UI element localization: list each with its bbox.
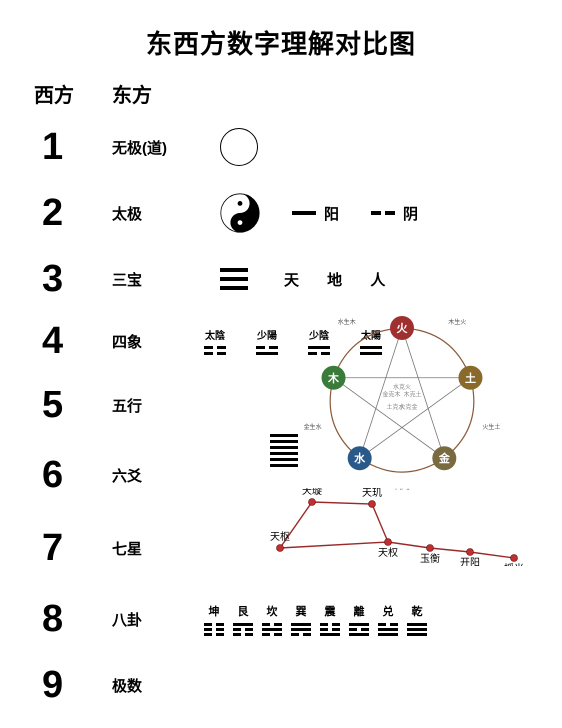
svg-text:天枢: 天枢 — [270, 530, 290, 543]
svg-text:水: 水 — [354, 451, 366, 465]
liuyao-hexagram-icon — [270, 434, 298, 467]
west-num-6: 6 — [34, 454, 112, 497]
west-num-1: 1 — [34, 126, 112, 169]
bagua-item: 乾 — [407, 603, 427, 636]
yin-line-icon — [371, 211, 395, 215]
row-9: 9 极数 — [34, 654, 542, 716]
sixiang-item: 少陽 — [256, 327, 278, 355]
bagua-item: 震 — [320, 603, 340, 636]
svg-text:金克木: 金克木 — [382, 391, 400, 399]
east-label-7: 七星 — [112, 538, 200, 559]
east-label-3: 三宝 — [112, 269, 200, 290]
svg-text:火生土: 火生土 — [482, 423, 500, 431]
svg-text:开阳: 开阳 — [460, 557, 480, 566]
svg-text:水生木: 水生木 — [338, 318, 356, 326]
yang-symbol: 阳 — [292, 203, 339, 224]
bagua-label: 坤 — [209, 603, 220, 619]
row-8: 8 八卦 坤 艮 坎 巽 震 離 兑 乾 — [34, 588, 542, 650]
trigram-icon — [291, 623, 311, 636]
bagua-group: 坤艮坎巽震離兑乾 — [204, 603, 427, 636]
east-label-6: 六爻 — [112, 465, 200, 486]
east-label-5: 五行 — [112, 395, 200, 416]
bagua-label: 離 — [354, 603, 365, 619]
east-label-4: 四象 — [112, 331, 200, 352]
svg-text:水克火: 水克火 — [393, 383, 411, 391]
sixiang-label: 少陽 — [257, 327, 277, 342]
east-label-2: 太极 — [112, 203, 200, 224]
svg-text:木生火: 木生火 — [448, 318, 466, 326]
row-2: 2 太极 阳 阴 — [34, 182, 542, 244]
bigram-icon — [256, 346, 278, 355]
bagua-item: 巽 — [291, 603, 311, 636]
row-3: 3 三宝 天 地 人 — [34, 248, 542, 310]
bagua-label: 巽 — [296, 603, 307, 619]
svg-text:火: 火 — [397, 322, 409, 335]
west-num-3: 3 — [34, 258, 112, 301]
wuji-circle-icon — [220, 128, 258, 166]
taiji-icon — [220, 193, 260, 233]
east-label-8: 八卦 — [112, 609, 200, 630]
east-label-1: 无极(道) — [112, 137, 200, 158]
svg-text:天玑: 天玑 — [362, 488, 382, 499]
bagua-item: 艮 — [233, 603, 253, 636]
header-east: 东方 — [112, 79, 200, 108]
svg-text:金生水: 金生水 — [304, 423, 322, 431]
west-num-9: 9 — [34, 664, 112, 707]
svg-text:玉衡: 玉衡 — [420, 553, 440, 565]
wuxing-diagram: 木生火火生土土生金金生水水生木木克土火克金土克水金克木水克火火土金水木 — [292, 310, 512, 490]
bagua-label: 乾 — [412, 603, 423, 619]
svg-text:天璇: 天璇 — [302, 488, 322, 497]
bagua-label: 兑 — [383, 603, 394, 619]
trigram-icon — [320, 623, 340, 636]
trigram-icon — [233, 623, 253, 636]
svg-text:木克土: 木克土 — [404, 391, 422, 399]
bagua-item: 坎 — [262, 603, 282, 636]
row-1: 1 无极(道) — [34, 116, 542, 178]
svg-text:摇光: 摇光 — [504, 562, 524, 566]
sanbao-lines-icon — [220, 268, 248, 290]
yang-line-icon — [292, 211, 316, 215]
bagua-label: 坎 — [267, 603, 278, 619]
west-num-5: 5 — [34, 384, 112, 427]
bagua-item: 離 — [349, 603, 369, 636]
bigram-icon — [204, 346, 226, 355]
west-num-7: 7 — [34, 527, 112, 570]
trigram-icon — [262, 623, 282, 636]
west-num-2: 2 — [34, 192, 112, 235]
sixiang-item: 太陰 — [204, 327, 226, 355]
trigram-icon — [407, 623, 427, 636]
trigram-icon — [378, 623, 398, 636]
yang-label: 阳 — [324, 203, 339, 224]
tiandiren-label: 天 地 人 — [284, 269, 397, 290]
svg-text:土克水: 土克水 — [386, 403, 404, 411]
page-title: 东西方数字理解对比图 — [0, 0, 562, 61]
bagua-item: 坤 — [204, 603, 224, 636]
yin-label: 阴 — [403, 203, 418, 224]
west-num-8: 8 — [34, 598, 112, 641]
trigram-icon — [204, 623, 224, 636]
svg-text:金: 金 — [438, 451, 451, 465]
east-label-9: 极数 — [112, 675, 200, 696]
svg-text:木: 木 — [327, 371, 340, 385]
sixiang-label: 太陰 — [205, 327, 225, 342]
bagua-label: 震 — [325, 603, 336, 619]
header-west: 西方 — [34, 79, 112, 108]
bagua-label: 艮 — [238, 603, 249, 619]
west-num-4: 4 — [34, 320, 112, 363]
svg-text:土: 土 — [465, 371, 476, 385]
trigram-icon — [349, 623, 369, 636]
bagua-item: 兑 — [378, 603, 398, 636]
yin-symbol: 阴 — [371, 203, 418, 224]
qixing-diagram: 天枢 天璇 天玑天权玉衡 开阳摇光 — [254, 488, 534, 566]
svg-text:天权: 天权 — [378, 546, 398, 559]
column-headers: 西方 东方 — [34, 79, 542, 108]
